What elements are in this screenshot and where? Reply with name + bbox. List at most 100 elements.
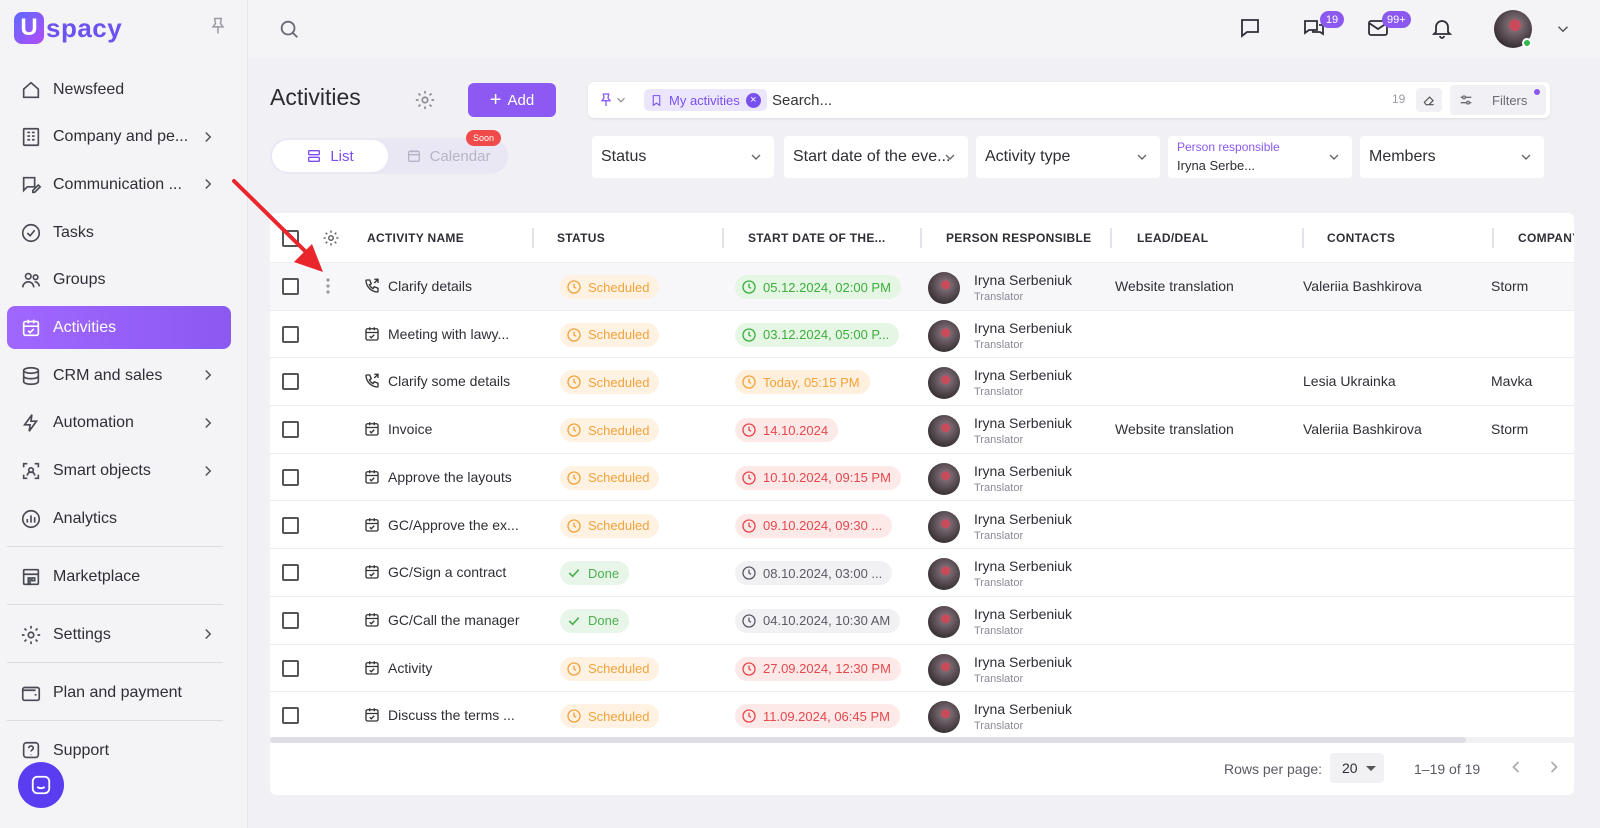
table-row[interactable]: Activity Scheduled 27.09.2024, 12:30 PM …	[270, 645, 1574, 693]
activity-name[interactable]: Discuss the terms ...	[388, 707, 515, 724]
status-badge[interactable]: Scheduled	[560, 275, 660, 299]
status-badge[interactable]: Scheduled	[560, 465, 660, 490]
sidebar-item-tasks[interactable]: Tasks	[7, 211, 231, 254]
sidebar-item-support[interactable]: Support	[7, 729, 231, 772]
company-link[interactable]: Storm	[1491, 421, 1529, 438]
activity-name[interactable]: Invoice	[388, 421, 433, 438]
person-name[interactable]: Iryna Serbeniuk	[974, 510, 1073, 527]
scrollbar-thumb[interactable]	[270, 737, 1466, 743]
select-all-checkbox[interactable]	[282, 230, 299, 247]
sidebar-item-company-and-pe[interactable]: Company and pe...	[7, 116, 231, 159]
status-badge[interactable]: Scheduled	[560, 656, 660, 681]
table-row[interactable]: GC/Sign a contract Done 08.10.2024, 03:0…	[270, 549, 1574, 597]
row-checkbox[interactable]	[282, 325, 299, 343]
clear-filters-button[interactable]	[1416, 88, 1442, 112]
row-checkbox[interactable]	[282, 516, 299, 534]
activity-type-filter[interactable]: Activity type	[976, 136, 1160, 178]
message-icon[interactable]	[1238, 16, 1262, 40]
status-badge[interactable]: Scheduled	[560, 322, 660, 347]
column-header-contacts[interactable]: CONTACTS	[1327, 231, 1396, 245]
tab-calendar[interactable]: Calendar	[392, 140, 504, 172]
filters-button[interactable]: Filters	[1450, 85, 1546, 115]
company-link[interactable]: Mavka	[1491, 373, 1533, 390]
next-page-icon[interactable]	[1544, 757, 1564, 777]
row-checkbox[interactable]	[282, 659, 299, 677]
table-row[interactable]: Invoice Scheduled 14.10.2024 Iryna Serbe…	[270, 406, 1574, 454]
person-name[interactable]: Iryna Serbeniuk	[974, 653, 1073, 670]
support-chat-button[interactable]	[18, 762, 64, 808]
row-checkbox[interactable]	[282, 468, 299, 486]
person-name[interactable]: Iryna Serbeniuk	[974, 605, 1073, 622]
activity-name[interactable]: GC/Approve the ex...	[388, 516, 519, 533]
column-resizer[interactable]	[1492, 228, 1494, 248]
row-checkbox[interactable]	[282, 564, 299, 582]
sidebar-item-marketplace[interactable]: Marketplace	[7, 555, 231, 598]
person-name[interactable]: Iryna Serbeniuk	[974, 415, 1073, 432]
column-header-start-date[interactable]: START DATE OF THE...	[748, 231, 886, 245]
status-badge[interactable]: Scheduled	[560, 513, 660, 538]
sidebar-item-crm-and-sales[interactable]: CRM and sales	[7, 354, 231, 397]
person-name[interactable]: Iryna Serbeniuk	[974, 558, 1073, 575]
gear-icon[interactable]	[322, 229, 340, 247]
tab-list[interactable]: List	[272, 140, 388, 172]
status-badge[interactable]: Scheduled	[560, 370, 660, 395]
status-badge[interactable]: Scheduled	[560, 418, 660, 443]
preset-pin-dropdown[interactable]	[598, 90, 634, 110]
members-filter[interactable]: Members	[1360, 136, 1544, 178]
column-header-person[interactable]: PERSON RESPONSIBLE	[946, 231, 1092, 245]
sidebar-item-smart-objects[interactable]: Smart objects	[7, 450, 231, 493]
sidebar-item-automation[interactable]: Automation	[7, 402, 231, 445]
contact-link[interactable]: Valeriia Bashkirova	[1303, 421, 1422, 438]
table-row[interactable]: Clarify some details Scheduled Today, 05…	[270, 358, 1574, 407]
sidebar-item-groups[interactable]: Groups	[7, 259, 231, 302]
more-vertical-icon[interactable]	[326, 277, 330, 295]
lead-deal-link[interactable]: Website translation	[1115, 421, 1234, 438]
person-name[interactable]: Iryna Serbeniuk	[974, 272, 1073, 288]
sidebar-item-plan-and-payment[interactable]: Plan and payment	[7, 671, 231, 714]
table-row[interactable]: GC/Call the manager Done 04.10.2024, 10:…	[270, 597, 1574, 645]
row-checkbox[interactable]	[282, 611, 299, 629]
horizontal-scrollbar[interactable]	[270, 737, 1574, 743]
activity-name[interactable]: Clarify details	[388, 278, 473, 294]
column-resizer[interactable]	[1302, 228, 1304, 248]
table-row[interactable]: Discuss the terms ... Scheduled 11.09.20…	[270, 692, 1574, 740]
column-resizer[interactable]	[532, 228, 534, 248]
column-resizer[interactable]	[1110, 228, 1112, 248]
sidebar-item-settings[interactable]: Settings	[7, 613, 231, 656]
table-row[interactable]: GC/Approve the ex... Scheduled 09.10.202…	[270, 502, 1574, 550]
contact-link[interactable]: Valeriia Bashkirova	[1303, 278, 1422, 294]
start-date-filter[interactable]: Start date of the eve...	[784, 136, 968, 178]
sidebar-item-newsfeed[interactable]: Newsfeed	[7, 68, 231, 111]
prev-page-icon[interactable]	[1506, 757, 1526, 777]
column-resizer[interactable]	[920, 228, 922, 248]
column-header-company[interactable]: COMPANY	[1518, 231, 1574, 245]
person-responsible-filter[interactable]: Person responsible Iryna Serbe...	[1168, 136, 1352, 178]
column-resizer[interactable]	[722, 228, 724, 248]
person-name[interactable]: Iryna Serbeniuk	[974, 462, 1073, 479]
sidebar-item-communication[interactable]: Communication ...	[7, 163, 231, 206]
row-checkbox[interactable]	[282, 373, 299, 391]
rows-per-page-select[interactable]: 20	[1330, 753, 1384, 783]
activity-name[interactable]: GC/Call the manager	[388, 611, 520, 628]
add-button[interactable]: + Add	[468, 83, 556, 117]
row-checkbox[interactable]	[282, 278, 299, 295]
contact-link[interactable]: Lesia Ukrainka	[1303, 373, 1396, 390]
lead-deal-link[interactable]: Website translation	[1115, 278, 1234, 294]
table-row[interactable]: Clarify details Scheduled 05.12.2024, 02…	[270, 263, 1574, 311]
column-header-status[interactable]: STATUS	[557, 231, 606, 245]
sidebar-item-analytics[interactable]: Analytics	[7, 497, 231, 540]
column-header-lead[interactable]: LEAD/DEAL	[1137, 231, 1209, 245]
status-badge[interactable]: Done	[560, 608, 630, 633]
close-icon[interactable]: ×	[745, 92, 761, 108]
row-checkbox[interactable]	[282, 421, 299, 439]
table-row[interactable]: Meeting with lawy... Scheduled 03.12.202…	[270, 311, 1574, 359]
person-name[interactable]: Iryna Serbeniuk	[974, 367, 1073, 384]
activity-name[interactable]: Activity	[388, 659, 433, 676]
status-badge[interactable]: Done	[560, 561, 630, 586]
logo[interactable]: U spacy	[14, 12, 122, 44]
activity-name[interactable]: GC/Sign a contract	[388, 564, 507, 581]
bell-icon[interactable]	[1430, 16, 1454, 40]
person-name[interactable]: Iryna Serbeniuk	[974, 701, 1073, 718]
chevron-down-icon[interactable]	[1554, 20, 1572, 38]
status-filter[interactable]: Status	[592, 136, 774, 178]
